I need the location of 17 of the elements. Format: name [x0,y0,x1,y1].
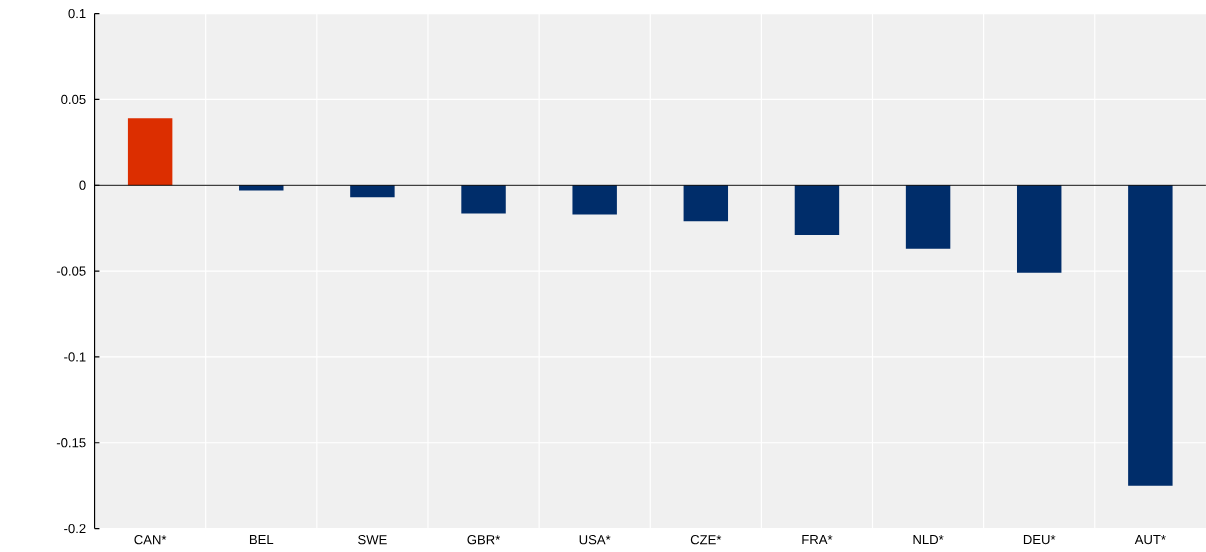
x-tick-label: CAN* [134,535,167,545]
x-tick-label: FRA* [802,535,833,545]
y-tick-label: 0 [79,180,86,190]
x-tick-label: USA* [579,535,611,545]
y-tick-label: 0.05 [61,94,86,105]
x-tick-label: BEL [249,535,274,545]
y-tick-label: -0.2 [64,524,86,534]
x-tick-label: DEU* [1023,535,1056,545]
y-tick-label: -0.05 [56,266,86,276]
x-tick-label: SWE [358,535,387,545]
y-tick-label: 0.1 [68,9,86,19]
x-tick-label: GBR* [467,535,501,545]
x-tick-label: CZE* [690,535,722,545]
y-tick-label: -0.1 [64,352,86,362]
x-tick-label: AUT* [1134,535,1166,545]
x-tick-label: NLD* [913,535,944,545]
y-tick-label: -0.15 [56,438,86,448]
